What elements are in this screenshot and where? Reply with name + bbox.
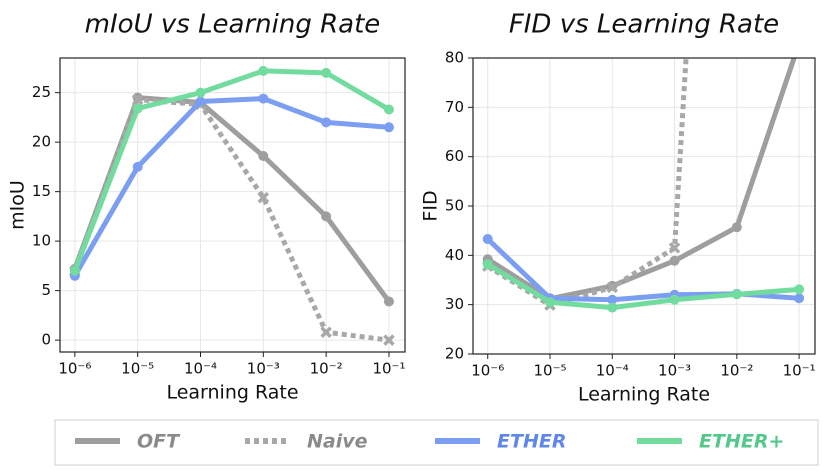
marker — [320, 326, 332, 338]
marker — [383, 296, 394, 307]
marker — [321, 67, 332, 78]
marker — [321, 211, 332, 222]
y-tick-label: 5 — [41, 281, 51, 299]
marker — [545, 297, 556, 308]
marker — [321, 117, 332, 128]
marker — [607, 294, 618, 305]
x-tick-label: 10⁻² — [720, 362, 753, 380]
y-tick-label: 70 — [445, 98, 464, 116]
legend-label: ETHER+ — [699, 431, 784, 453]
y-tick-label: 15 — [32, 182, 51, 200]
legend-label: Naive — [307, 431, 368, 453]
legend-label: ETHER — [497, 431, 566, 453]
y-tick-label: 30 — [445, 295, 464, 313]
y-tick-label: 80 — [445, 49, 464, 67]
marker — [383, 334, 395, 346]
x-tick-label: 10⁻² — [310, 360, 343, 378]
axes-frame — [59, 57, 406, 353]
x-tick-label: 10⁻⁶ — [58, 360, 91, 378]
marker — [131, 93, 144, 106]
marker — [669, 255, 680, 266]
x-tick-label: 10⁻⁴ — [184, 360, 217, 378]
x-tick-label: 10⁻³ — [658, 362, 691, 380]
legend-label: OFT — [137, 431, 181, 453]
marker — [668, 242, 681, 254]
x-tick-label: 10⁻¹ — [783, 362, 816, 380]
x-axis-label: Learning Rate — [166, 382, 298, 404]
x-axis-label: Learning Rate — [578, 384, 710, 406]
series-line — [486, 58, 797, 302]
series-line — [72, 97, 390, 343]
y-axis-label: FID — [420, 190, 442, 221]
marker — [482, 259, 493, 270]
y-axis-label: mIoU — [7, 180, 29, 230]
y-tick-label: 20 — [445, 345, 464, 363]
chart-title: mIoU vs Learning Rate — [85, 10, 381, 40]
marker — [383, 104, 394, 115]
x-tick-label: 10⁻³ — [247, 360, 280, 378]
y-tick-label: 60 — [445, 147, 464, 165]
marker — [669, 294, 680, 305]
marker — [69, 265, 80, 276]
marker — [258, 93, 269, 104]
marker — [731, 289, 742, 300]
series-line — [72, 96, 390, 278]
x-tick-label: 10⁻¹ — [372, 360, 405, 378]
series-line — [72, 68, 391, 272]
series-line — [486, 262, 800, 311]
x-tick-label: 10⁻⁵ — [533, 362, 566, 380]
x-tick-label: 10⁻⁵ — [121, 360, 154, 378]
y-tick-label: 10 — [32, 232, 51, 250]
marker — [482, 234, 493, 245]
y-tick-label: 40 — [445, 246, 464, 264]
marker — [607, 302, 618, 313]
y-tick-label: 25 — [32, 83, 51, 101]
x-tick-label: 10⁻⁴ — [596, 362, 629, 380]
marker — [257, 191, 270, 204]
y-tick-label: 50 — [445, 197, 464, 215]
marker — [794, 284, 805, 295]
y-tick-label: 20 — [32, 133, 51, 151]
marker — [731, 222, 742, 233]
marker — [794, 293, 805, 304]
x-tick-label: 10⁻⁶ — [471, 362, 504, 380]
marker — [195, 96, 206, 107]
marker — [195, 87, 206, 98]
marker — [132, 161, 143, 172]
y-tick-label: 0 — [41, 331, 51, 349]
plot-area — [69, 65, 395, 346]
chart-title: FID vs Learning Rate — [509, 10, 779, 40]
marker — [794, 38, 804, 48]
plot-area — [481, 38, 805, 313]
marker — [606, 281, 619, 294]
marker — [132, 103, 143, 114]
axes-frame — [472, 57, 816, 355]
marker — [383, 122, 394, 133]
marker — [258, 151, 269, 161]
marker — [258, 65, 269, 76]
series-line — [72, 95, 391, 303]
